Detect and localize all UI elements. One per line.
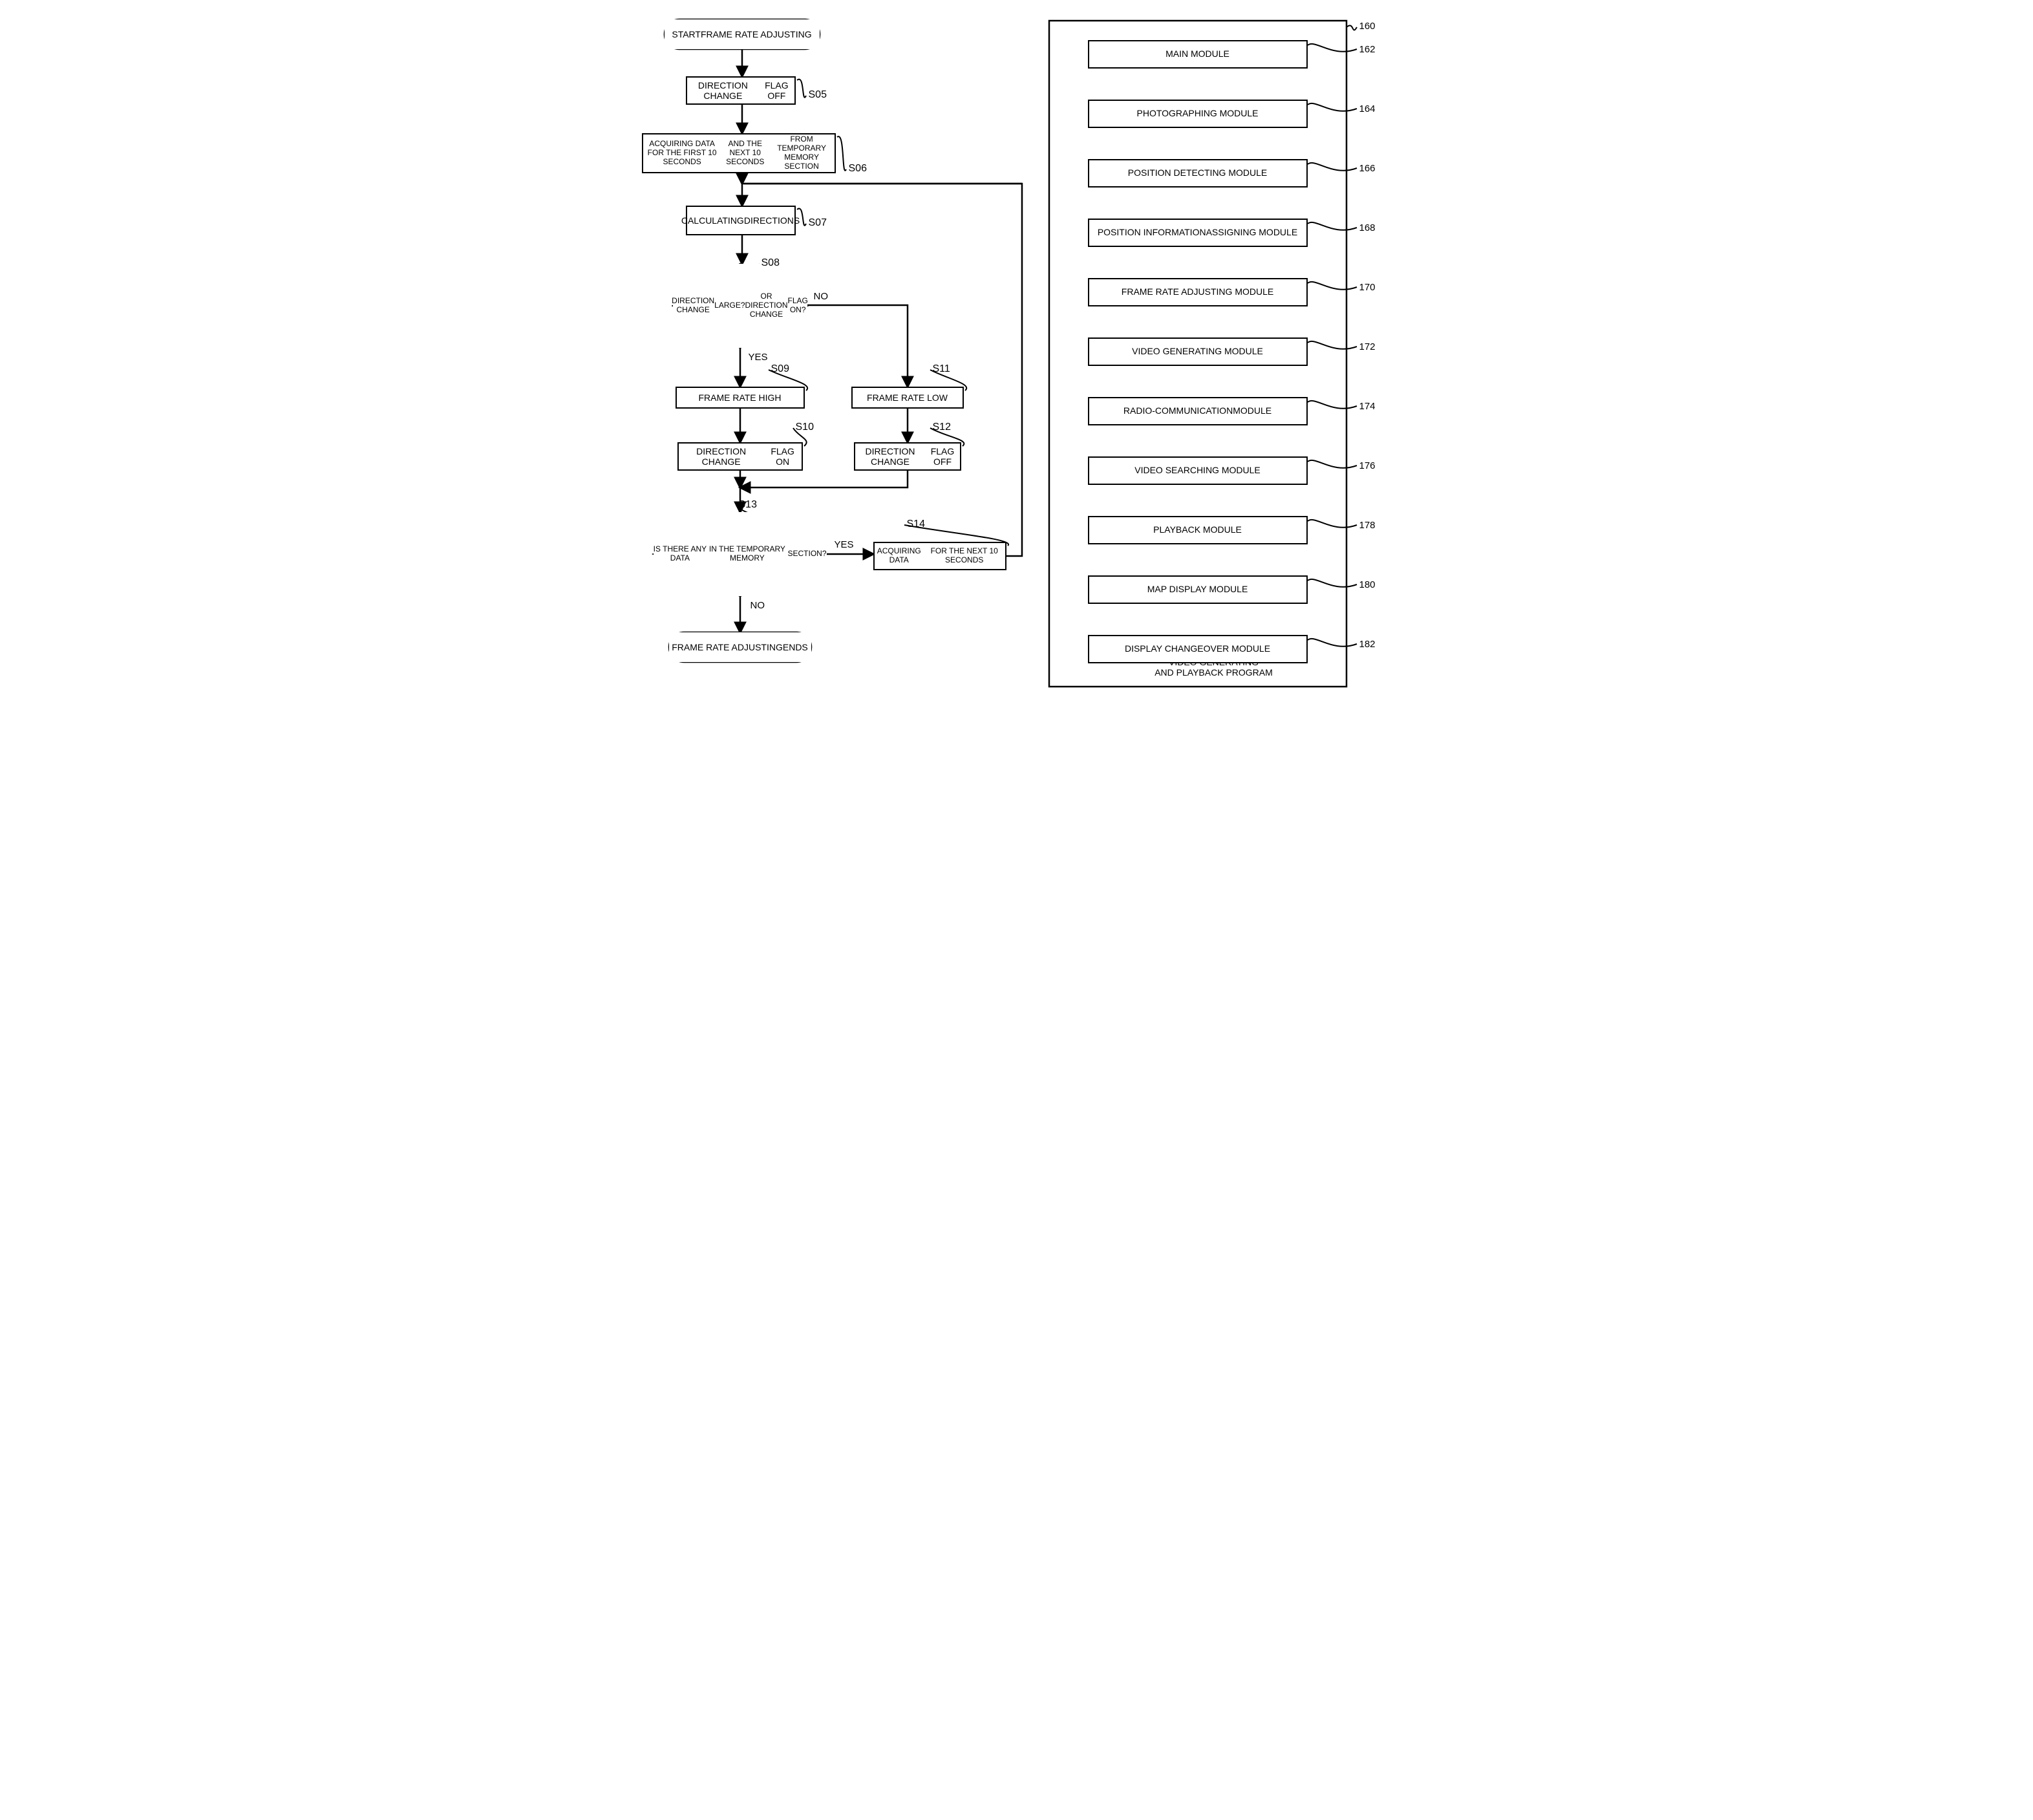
module-166: POSITION DETECTING MODULE (1088, 159, 1308, 187)
s13-yes-label: YES (835, 539, 854, 550)
module-ref-164: 164 (1359, 103, 1376, 114)
s05-node-step: S05 (809, 89, 827, 101)
s10-node-step: S10 (796, 422, 814, 433)
module-ref-174: 174 (1359, 401, 1376, 412)
s07-node-step: S07 (809, 217, 827, 229)
module-ref-172: 172 (1359, 341, 1376, 352)
s14-node: ACQUIRING DATAFOR THE NEXT 10 SECONDS (873, 542, 1006, 570)
module-178: PLAYBACK MODULE (1088, 516, 1308, 544)
module-182: DISPLAY CHANGEOVER MODULE (1088, 635, 1308, 663)
s12-node: DIRECTION CHANGEFLAG OFF (854, 442, 961, 471)
s09-node-step: S09 (771, 363, 789, 375)
module-ref-180: 180 (1359, 579, 1376, 590)
module-168: POSITION INFORMATIONASSIGNING MODULE (1088, 219, 1308, 247)
s08-decision: DIRECTION CHANGELARGE?OR DIRECTION CHANG… (673, 264, 807, 348)
s07-node: CALCULATINGDIRECTIONS (686, 206, 796, 235)
module-176: VIDEO SEARCHING MODULE (1088, 456, 1308, 485)
s11-node: FRAME RATE LOW (851, 387, 964, 409)
module-170: FRAME RATE ADJUSTING MODULE (1088, 278, 1308, 306)
s13-no-label: NO (750, 600, 765, 611)
module-174: RADIO-COMMUNICATIONMODULE (1088, 397, 1308, 425)
module-ref-182: 182 (1359, 639, 1376, 650)
s12-node-step: S12 (933, 422, 951, 433)
module-ref-178: 178 (1359, 520, 1376, 531)
s06-node: ACQUIRING DATA FOR THE FIRST 10 SECONDSA… (642, 133, 836, 173)
end-node: FRAME RATE ADJUSTINGENDS (669, 632, 811, 662)
start-node: STARTFRAME RATE ADJUSTING (665, 19, 820, 49)
s06-node-step: S06 (849, 163, 867, 175)
container-ref: 160 (1359, 21, 1376, 32)
module-ref-170: 170 (1359, 282, 1376, 293)
module-180: MAP DISPLAY MODULE (1088, 575, 1308, 604)
diagram-canvas: STARTFRAME RATE ADJUSTING DIRECTION CHANG… (635, 13, 1398, 698)
s08-yes-label: YES (749, 352, 768, 363)
module-ref-168: 168 (1359, 222, 1376, 233)
s13-decision: IS THERE ANY DATAIN THE TEMPORARY MEMORY… (654, 512, 827, 596)
s09-node: FRAME RATE HIGH (676, 387, 805, 409)
module-ref-176: 176 (1359, 460, 1376, 471)
s08-no-label: NO (814, 291, 829, 302)
s11-node-step: S11 (933, 363, 950, 375)
s13-decision-step: S13 (739, 499, 757, 511)
module-162: MAIN MODULE (1088, 40, 1308, 69)
s10-node: DIRECTION CHANGEFLAG ON (677, 442, 803, 471)
module-ref-162: 162 (1359, 44, 1376, 55)
s08-decision-step: S08 (761, 257, 780, 269)
module-ref-166: 166 (1359, 163, 1376, 174)
module-164: PHOTOGRAPHING MODULE (1088, 100, 1308, 128)
s14-node-step: S14 (907, 519, 925, 530)
module-172: VIDEO GENERATING MODULE (1088, 337, 1308, 366)
s05-node: DIRECTION CHANGEFLAG OFF (686, 76, 796, 105)
